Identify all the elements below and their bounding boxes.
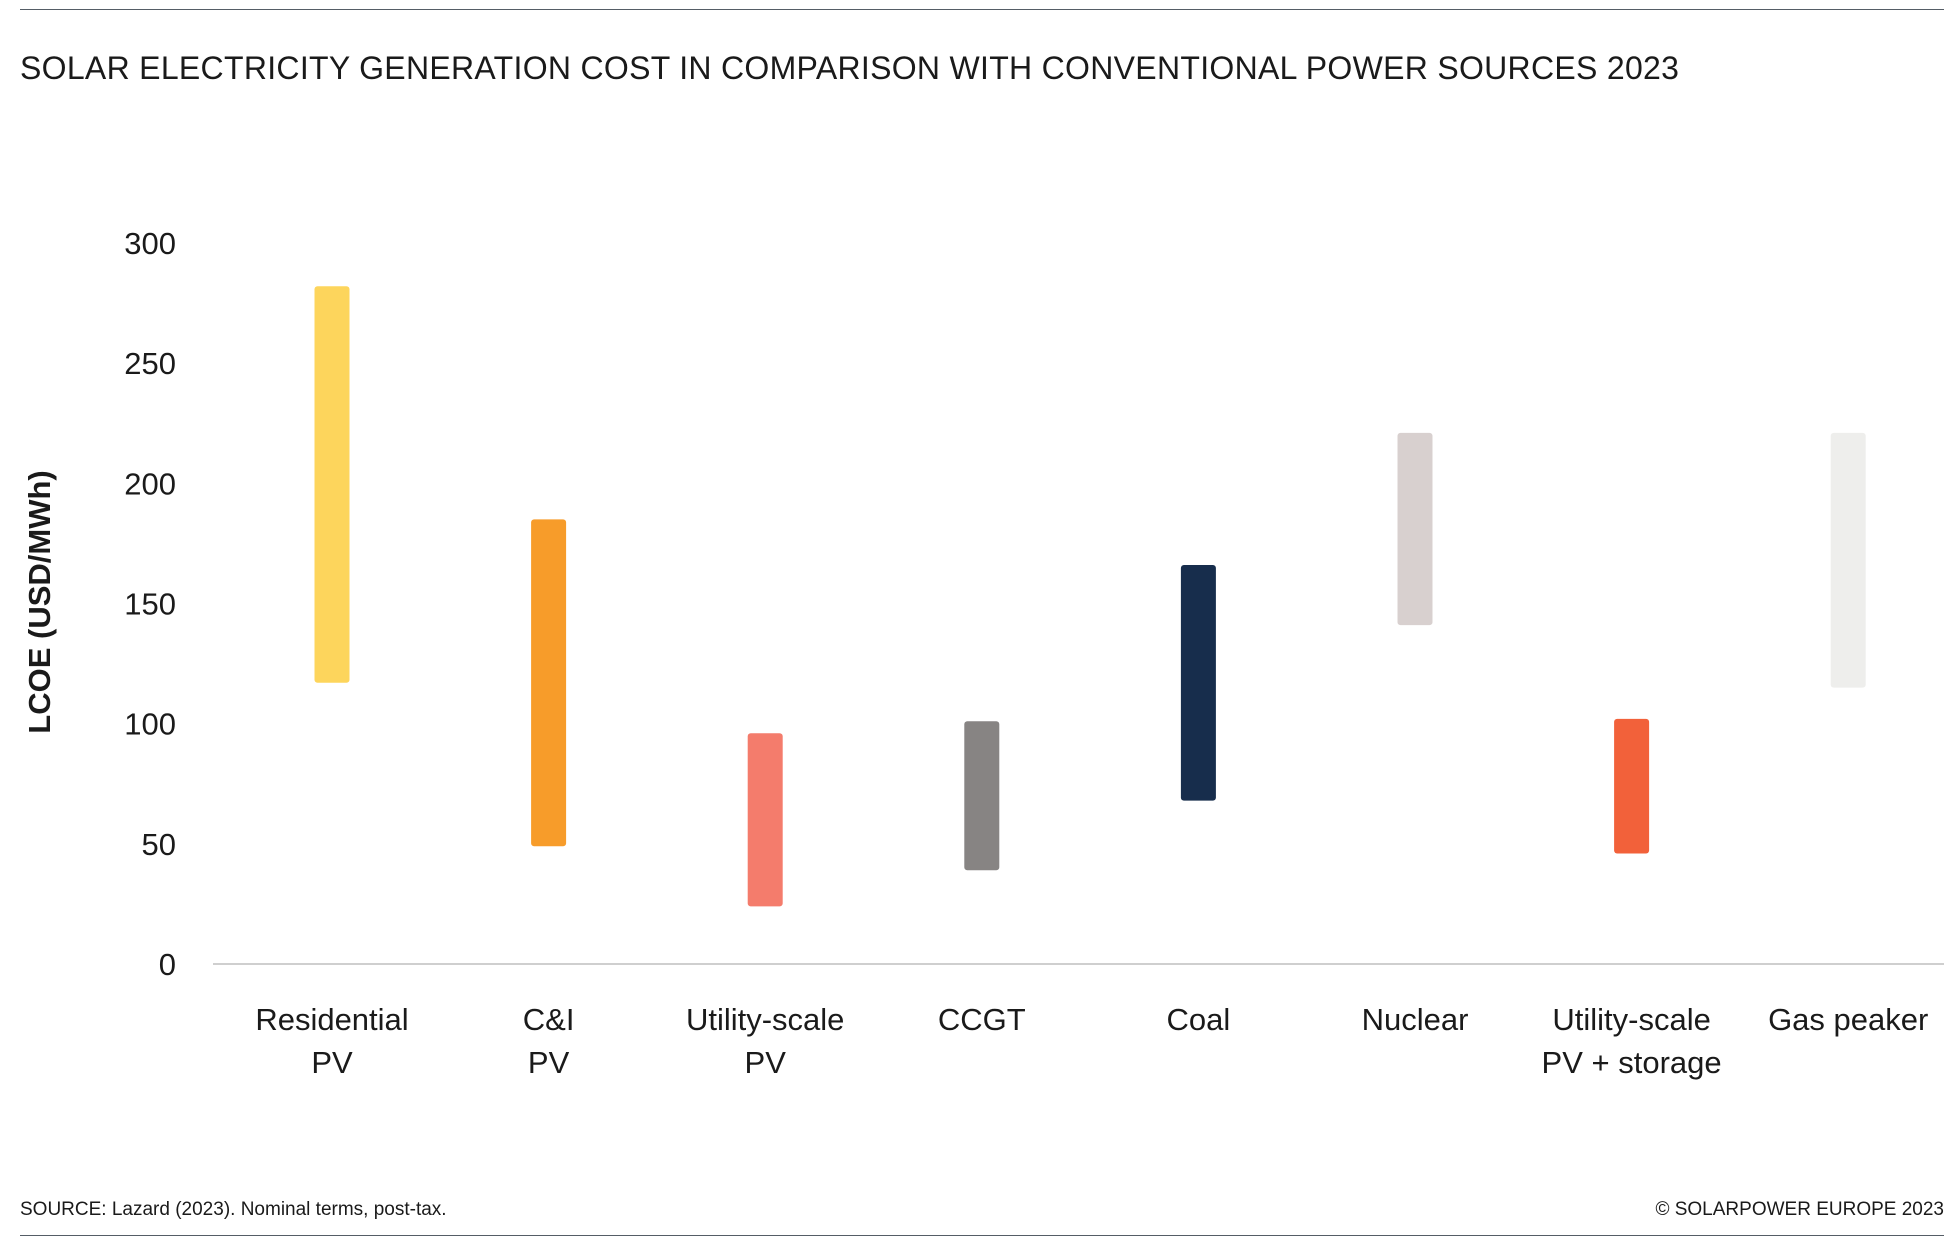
range-bar	[314, 286, 350, 683]
x-tick-label: CCGT	[938, 1002, 1026, 1037]
y-tick-label: 100	[124, 707, 176, 742]
top-rule	[20, 9, 1944, 10]
y-tick-label: 0	[159, 947, 176, 982]
y-tick-label: 300	[124, 226, 176, 261]
x-tick-label: Residential	[255, 1002, 408, 1037]
range-bar	[747, 733, 783, 907]
x-tick-label: Utility-scale	[686, 1002, 844, 1037]
x-tick-label: Coal	[1167, 1002, 1231, 1037]
x-tick-label: Utility-scale	[1552, 1002, 1710, 1037]
y-tick-label: 200	[124, 466, 176, 501]
x-tick-label: Nuclear	[1362, 1002, 1469, 1037]
range-bar	[1397, 432, 1433, 626]
range-bar	[1830, 432, 1866, 688]
x-tick-label: PV + storage	[1542, 1045, 1722, 1080]
y-tick-label: 150	[124, 587, 176, 622]
y-tick-label: 50	[142, 827, 176, 862]
x-tick-label: PV	[745, 1045, 787, 1080]
x-tick-label: Gas peaker	[1768, 1002, 1928, 1037]
range-bar	[531, 519, 567, 847]
range-bar	[1180, 565, 1216, 801]
x-tick-label: C&I	[523, 1002, 575, 1037]
x-tick-label: PV	[528, 1045, 570, 1080]
y-tick-label: 250	[124, 346, 176, 381]
chart-title: SOLAR ELECTRICITY GENERATION COST IN COM…	[20, 50, 1680, 86]
y-axis-label: LCOE (USD/MWh)	[22, 470, 57, 733]
copyright: © SOLARPOWER EUROPE 2023	[1655, 1199, 1944, 1220]
source-note: SOURCE: Lazard (2023). Nominal terms, po…	[20, 1199, 447, 1220]
range-bar	[964, 721, 1000, 871]
range-bar	[1614, 718, 1650, 854]
x-tick-label: PV	[311, 1045, 353, 1080]
bottom-rule	[20, 1235, 1944, 1236]
